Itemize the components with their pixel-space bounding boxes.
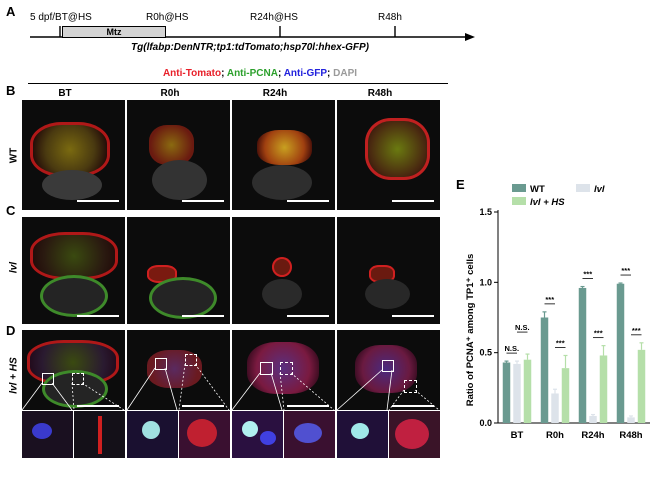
inset-lvl-hs-r0h-1 [127, 411, 178, 458]
column-header-r24h: R24h [262, 88, 288, 99]
micrograph-wt-r24h [232, 100, 335, 210]
stain-sep-2: ; [277, 68, 284, 79]
scale-bar [392, 315, 434, 317]
significance-label: *** [583, 270, 592, 279]
x-tick-label: BT [511, 430, 524, 441]
panel-label-a: A [6, 4, 16, 19]
micrograph-wt-r0h [127, 100, 230, 210]
bar [627, 417, 635, 423]
significance-label: *** [594, 329, 603, 338]
significance-label: *** [556, 338, 565, 347]
micrograph-lvl-bt [22, 217, 125, 324]
micrograph-wt-r48h [337, 100, 440, 210]
scale-bar [182, 200, 224, 202]
micrograph-lvl-hs-r24h [232, 330, 335, 410]
bar [561, 368, 570, 423]
chart-plot-area: 0.0 0.5 1.0 1.5 N.S. N.S. BT *** *** R0h *** *** R24… [479, 207, 650, 441]
micrograph-lvl-hs-r48h [337, 330, 440, 410]
legend-swatch [512, 184, 526, 192]
timeline-panel: 5 dpf/BT@HS R0h@HS R24h@HS R48h Mtz Tg(l… [0, 0, 656, 70]
micrograph-lvl-r24h [232, 217, 335, 324]
scale-bar [392, 405, 434, 407]
chart-legend: WT lvl lvl + HS [512, 184, 605, 208]
inset-lvl-hs-r24h-2 [284, 411, 335, 458]
x-tick-label: R0h [546, 430, 564, 441]
panel-label-e: E [456, 177, 465, 192]
bar-chart: Ratio of PCNA⁺ among TP1⁺ cells WT lvl lvl… [465, 184, 650, 441]
significance-label: *** [621, 266, 630, 275]
bar [502, 362, 511, 423]
zoom-connectors [21, 363, 440, 411]
stain-anti-tomato: Anti-Tomato [162, 68, 222, 79]
chart-y-label: Ratio of PCNA⁺ among TP1⁺ cells [465, 254, 476, 407]
inset-lvl-hs-r0h-2 [179, 411, 230, 458]
timeline-label-bt: 5 dpf/BT@HS [30, 12, 92, 23]
micrograph-wt-bt [22, 100, 125, 210]
stain-anti-gfp: Anti-GFP [283, 68, 328, 79]
stain-sep-1: ; [221, 68, 227, 79]
micrograph-lvl-r48h [337, 217, 440, 324]
legend-label: lvl [594, 184, 605, 195]
legend-swatch [512, 197, 526, 205]
scale-bar [287, 200, 329, 202]
bar [578, 287, 587, 423]
scale-bar [392, 200, 434, 202]
bar [523, 359, 532, 423]
scale-bar [77, 200, 119, 202]
bar [616, 283, 625, 423]
bar [513, 363, 521, 423]
timeline-label-r48h: R48h [378, 12, 402, 23]
column-header-bt: BT [58, 88, 72, 99]
x-tick-label: R48h [619, 430, 642, 441]
stain-anti-pcna: Anti-PCNA [226, 68, 278, 79]
legend-label: WT [530, 184, 545, 195]
bar [540, 317, 549, 423]
micrograph-lvl-hs-bt [22, 330, 125, 410]
timeline-label-r0h: R0h@HS [146, 12, 189, 23]
inset-lvl-hs-r48h-2 [389, 411, 440, 458]
y-tick-label: 0.0 [479, 418, 492, 428]
inset-lvl-hs-r24h-1 [232, 411, 283, 458]
y-tick-label: 1.0 [479, 277, 492, 287]
stain-legend: Anti-Tomato; Anti-PCNA; Anti-GFP; DAPI [60, 68, 460, 79]
scale-bar [287, 405, 329, 407]
inset-lvl-hs-bt-2 [74, 411, 125, 458]
scale-bar [182, 315, 224, 317]
micrograph-lvl-r0h [127, 217, 230, 324]
stain-dapi: DAPI [333, 68, 358, 79]
legend-divider [28, 83, 448, 84]
scale-bar [77, 315, 119, 317]
column-header-r0h: R0h [160, 88, 180, 99]
significance-label: N.S. [515, 323, 530, 332]
mtz-treatment-bar: Mtz [62, 26, 166, 38]
legend-swatch [576, 184, 590, 192]
panel-label-c: C [6, 203, 16, 218]
stain-sep-3: ; [327, 68, 334, 79]
significance-label: *** [545, 295, 554, 304]
timeline-label-r24h: R24h@HS [250, 12, 298, 23]
y-tick-label: 0.5 [479, 348, 492, 358]
column-header-r48h: R48h [367, 88, 393, 99]
significance-label: N.S. [504, 344, 519, 353]
y-tick-label: 1.5 [479, 207, 492, 217]
panel-label-d: D [6, 323, 16, 338]
scale-bar [77, 405, 119, 407]
x-tick-label: R24h [581, 430, 604, 441]
genotype-label: Tg(lfabp:DenNTR;tp1:tdTomato;hsp70l:hhex… [131, 42, 369, 53]
panel-label-b: B [6, 83, 16, 98]
inset-lvl-hs-bt-1 [22, 411, 73, 458]
bar [589, 415, 597, 423]
scale-bar [182, 405, 224, 407]
bar [599, 355, 608, 423]
micrograph-lvl-hs-r0h [127, 330, 230, 410]
bar [637, 349, 646, 423]
inset-lvl-hs-r48h-1 [337, 411, 388, 458]
legend-label: lvl + HS [530, 197, 565, 208]
significance-label: *** [632, 326, 641, 335]
scale-bar [287, 315, 329, 317]
bar [551, 393, 559, 423]
